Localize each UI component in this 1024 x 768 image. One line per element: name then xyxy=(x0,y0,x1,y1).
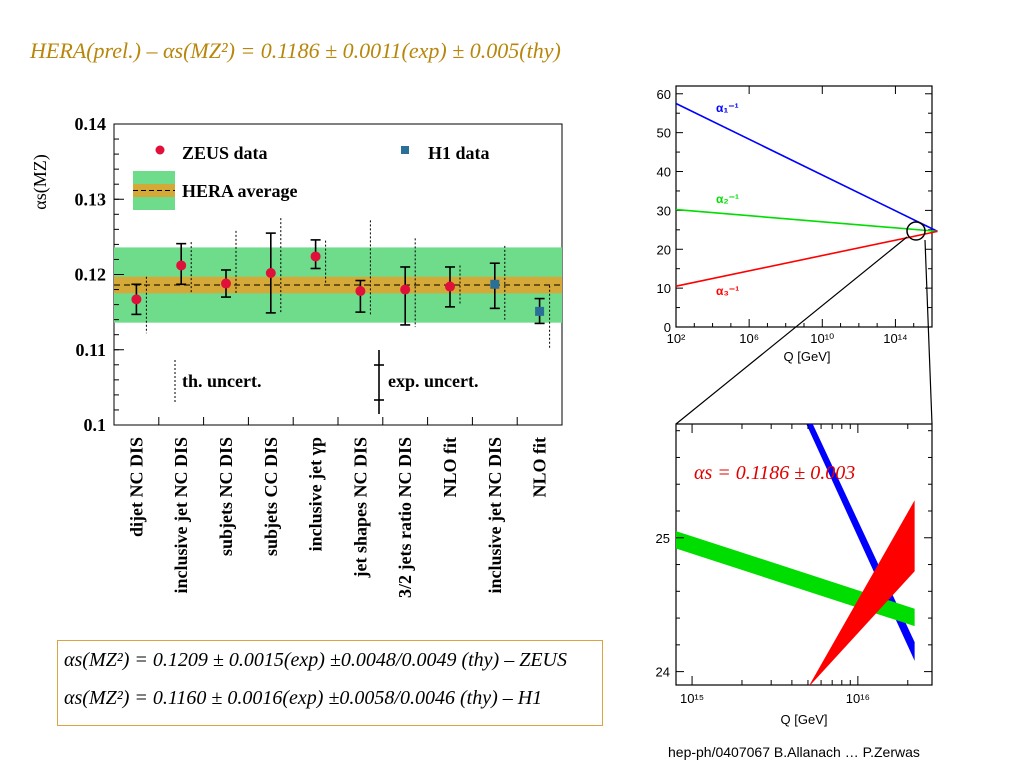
run-y-tick-label: 0 xyxy=(664,320,671,335)
zoom-x-tick-label: 10¹⁶ xyxy=(846,691,870,706)
h1-point xyxy=(535,306,545,316)
zoom-bands xyxy=(676,424,915,685)
run-line-1 xyxy=(675,102,938,233)
category-label: subjets CC DIS xyxy=(261,437,281,556)
unification-circle xyxy=(906,221,926,241)
zeus-point xyxy=(131,294,142,305)
run-line-label-1: α₁⁻¹ xyxy=(716,101,739,115)
zeus-point xyxy=(265,267,276,278)
category-label: inclusive jet NC DIS xyxy=(485,437,505,594)
running-axes: 0 10 20 30 40 50 60 10² 10⁶ 10¹⁰ 10¹⁴ xyxy=(657,86,933,346)
run-line-3 xyxy=(675,230,938,287)
run-x-tick-label: 10¹⁰ xyxy=(810,331,834,346)
slide-title: HERA(prel.) – αs(MZ²) = 0.1186 ± 0.0011(… xyxy=(30,38,561,63)
y-tick-label: 0.12 xyxy=(75,265,107,285)
category-label: dijet NC DIS xyxy=(126,437,146,537)
y-tick-label: 0.14 xyxy=(75,114,107,134)
running-lines: α₁⁻¹ α₂⁻¹ α₃⁻¹ xyxy=(675,101,938,298)
legend-th-label: th. uncert. xyxy=(182,371,262,391)
category-label: 3/2 jets ratio NC DIS xyxy=(395,437,415,598)
legend-h1-label: H1 data xyxy=(428,143,490,163)
category-label: subjets NC DIS xyxy=(216,437,236,556)
y-tick-label: 0.1 xyxy=(84,415,107,435)
alphas-points xyxy=(131,218,551,349)
run-y-tick-label: 20 xyxy=(657,242,671,257)
run-y-tick-label: 10 xyxy=(657,281,671,296)
zoom-band-2 xyxy=(676,531,915,627)
run-y-tick-label: 30 xyxy=(657,203,671,218)
running-x-label: Q [GeV] xyxy=(784,349,831,364)
zoom-line-left xyxy=(675,236,908,425)
category-label: jet shapes NC DIS xyxy=(350,437,370,579)
run-y-tick-label: 50 xyxy=(657,126,671,141)
zeus-point xyxy=(400,284,411,295)
zoom-band-3 xyxy=(809,500,915,685)
category-label: inclusive jet NC DIS xyxy=(171,437,191,594)
h1-point xyxy=(490,279,500,289)
y-tick-label: 0.13 xyxy=(75,189,107,209)
legend-zeus-label: ZEUS data xyxy=(182,143,268,163)
zeus-point xyxy=(310,251,321,262)
alphas-y-label: αs(MZ) xyxy=(30,154,51,209)
run-x-tick-label: 10² xyxy=(667,331,686,346)
zoom-y-tick-label: 25 xyxy=(656,531,670,546)
alphas-y-axis: 0.14 0.13 0.12 0.11 0.1 xyxy=(75,114,124,435)
h1-result: αs(MZ²) = 0.1160 ± 0.0016(exp) ±0.0058/0… xyxy=(64,687,543,709)
zoom-annotation: αs = 0.1186 ± 0.003 xyxy=(694,462,855,484)
legend-exp-label: exp. uncert. xyxy=(388,371,478,391)
alphas-chart: 0.14 0.13 0.12 0.11 0.1 dijet NC DIS inclusiv… xyxy=(30,114,563,598)
zoom-y-tick-label: 24 xyxy=(656,665,670,680)
zeus-point xyxy=(445,281,455,292)
run-x-tick-label: 10⁶ xyxy=(739,331,759,346)
running-couplings-chart: 0 10 20 30 40 50 60 10² 10⁶ 10¹⁰ 10¹⁴ α₁⁻¹ α₂⁻¹ α₃⁻¹… xyxy=(657,85,938,364)
run-line-2 xyxy=(675,208,938,233)
zeus-result: αs(MZ²) = 0.1209 ± 0.0015(exp) ±0.0048/0… xyxy=(64,649,567,671)
zeus-point xyxy=(355,286,366,297)
category-label: NLO fit xyxy=(440,437,460,498)
zoom-axes: 25 24 10¹⁵ 10¹⁶ xyxy=(656,424,932,706)
run-y-tick-label: 40 xyxy=(657,165,671,180)
zoom-x-label: Q [GeV] xyxy=(781,712,828,727)
zeus-point xyxy=(221,278,231,289)
summary-box: αs(MZ²) = 0.1209 ± 0.0015(exp) ±0.0048/0… xyxy=(57,640,603,726)
zeus-point xyxy=(176,260,187,271)
run-y-tick-label: 60 xyxy=(657,87,671,102)
running-plot-frame xyxy=(675,85,933,328)
run-line-label-3: α₃⁻¹ xyxy=(716,284,739,298)
run-line-label-2: α₂⁻¹ xyxy=(716,192,739,206)
legend-zeus-marker xyxy=(155,145,165,155)
zoom-line-right xyxy=(924,239,933,425)
run-x-tick-label: 10¹⁴ xyxy=(883,331,907,346)
y-tick-label: 0.11 xyxy=(75,340,106,360)
alphas-category-labels: dijet NC DIS inclusive jet NC DIS subjets … xyxy=(126,417,563,598)
category-label: NLO fit xyxy=(530,437,550,498)
zoom-chart: 25 24 10¹⁵ 10¹⁶ αs = 0.1186 ± 0.003 Q [GeV] xyxy=(656,423,933,727)
legend-hera-label: HERA average xyxy=(182,181,297,201)
reference: hep-ph/0407067 B.Allanach … P.Zerwas xyxy=(668,744,920,760)
category-label: inclusive jet γp xyxy=(306,437,326,551)
legend-h1-marker xyxy=(401,146,409,154)
zoom-x-tick-label: 10¹⁵ xyxy=(680,691,704,706)
